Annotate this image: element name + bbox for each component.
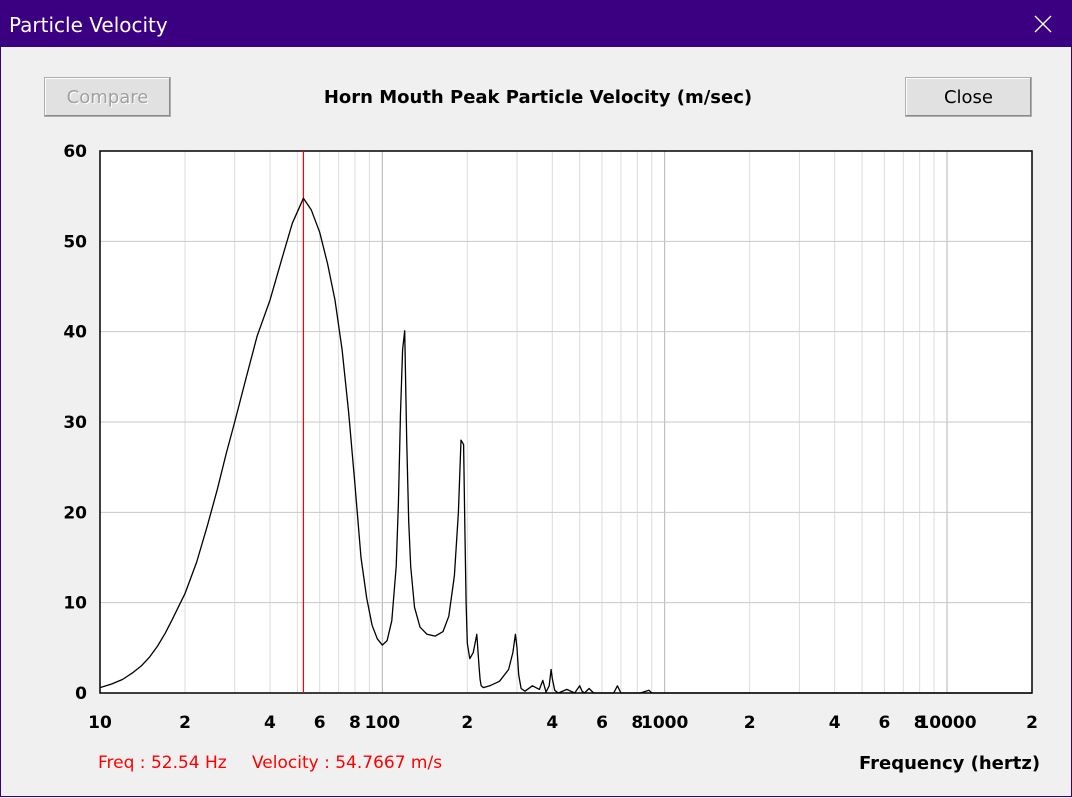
x-tick-label: 6	[878, 713, 890, 733]
x-tick-label: 8	[349, 713, 361, 733]
x-tick-label: 10	[88, 713, 112, 733]
x-tick-label: 1000	[641, 713, 688, 733]
x-tick-label: 6	[314, 713, 326, 733]
y-tick-label: 60	[63, 142, 87, 162]
y-tick-label: 40	[63, 323, 87, 343]
y-tick-label: 50	[63, 232, 87, 252]
x-tick-label: 10000	[917, 713, 976, 733]
chart-title: Horn Mouth Peak Particle Velocity (m/sec…	[323, 87, 753, 108]
x-tick-label: 6	[596, 713, 608, 733]
x-tick-label: 2	[744, 713, 756, 733]
series-line	[99, 197, 1032, 694]
y-tick-label: 20	[63, 503, 87, 523]
x-tick-label: 4	[264, 713, 276, 733]
x-tick-label: 8	[914, 713, 926, 733]
close-icon[interactable]	[1015, 1, 1071, 47]
window-title: Particle Velocity	[9, 13, 168, 37]
compare-button-label: Compare	[66, 86, 149, 108]
x-tick-label: 2	[461, 713, 473, 733]
close-button[interactable]: Close	[905, 77, 1032, 117]
velocity-readout: Velocity : 54.7667 m/s	[252, 753, 443, 773]
x-tick-label: 2	[1026, 713, 1038, 733]
close-button-label: Close	[943, 86, 994, 108]
y-tick-label: 0	[75, 684, 87, 704]
plot-border	[99, 150, 1033, 694]
title-bar[interactable]: Particle Velocity	[1, 1, 1071, 47]
x-tick-label: 100	[365, 713, 401, 733]
y-tick-label: 30	[63, 413, 87, 433]
compare-button[interactable]: Compare	[44, 77, 171, 117]
x-tick-label: 4	[829, 713, 841, 733]
x-tick-label: 8	[631, 713, 643, 733]
frequency-readout: Freq : 52.54 Hz	[98, 753, 227, 773]
x-tick-label: 2	[179, 713, 191, 733]
x-axis-label: Frequency (hertz)	[859, 753, 1041, 774]
y-tick-label: 10	[63, 594, 87, 614]
x-tick-label: 4	[546, 713, 558, 733]
